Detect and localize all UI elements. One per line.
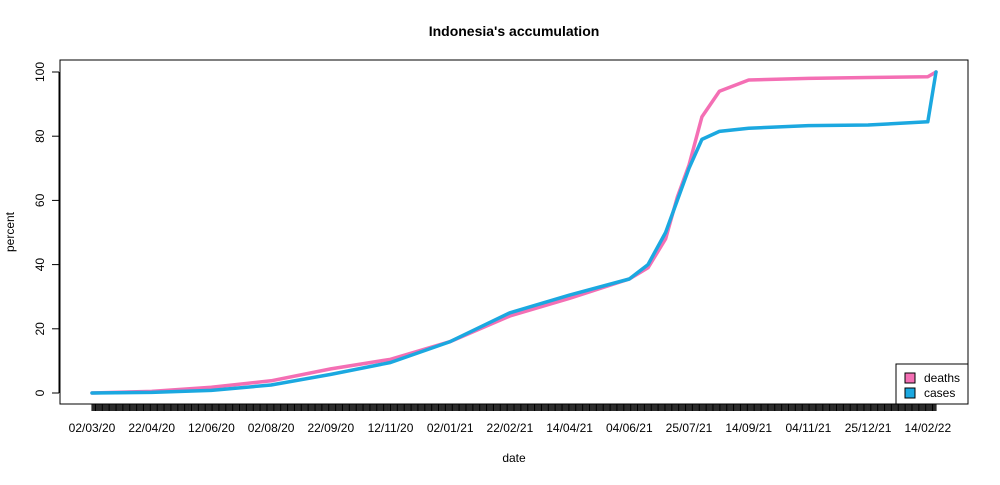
x-tick-label: 12/11/20 xyxy=(368,421,414,435)
y-tick-label: 60 xyxy=(33,193,47,207)
y-tick-label: 0 xyxy=(33,389,47,396)
legend-label-cases: cases xyxy=(924,386,955,400)
x-axis-ticks: 02/03/20 22/04/20 12/06/20 02/08/20 22/09/20… xyxy=(69,403,951,435)
x-tick-label: 02/01/21 xyxy=(427,421,474,435)
chart-title: Indonesia's accumulation xyxy=(429,23,600,39)
series-line-cases xyxy=(90,70,938,395)
legend-label-deaths: deaths xyxy=(924,371,960,385)
x-tick-label: 14/02/22 xyxy=(904,421,951,435)
x-tick-label: 14/09/21 xyxy=(725,421,772,435)
plot-frame xyxy=(59,59,969,405)
x-tick-label: 04/06/21 xyxy=(606,421,653,435)
x-tick-label: 22/02/21 xyxy=(487,421,534,435)
y-tick-label: 100 xyxy=(33,62,47,82)
x-tick-label: 22/04/20 xyxy=(128,421,175,435)
y-tick-label: 40 xyxy=(33,258,47,272)
x-tick-label: 02/03/20 xyxy=(69,421,116,435)
y-axis-ticks: 0 20 40 60 80 100 xyxy=(33,62,59,396)
series-layer xyxy=(90,70,938,395)
x-tick-label: 14/04/21 xyxy=(546,421,593,435)
x-tick-label: 22/09/20 xyxy=(307,421,354,435)
x-tick-label: 04/11/21 xyxy=(785,421,831,435)
x-tick-label: 02/08/20 xyxy=(248,421,295,435)
x-tick-label: 25/07/21 xyxy=(666,421,713,435)
legend-swatch-cases xyxy=(904,387,916,399)
x-tick-label: 25/12/21 xyxy=(845,421,892,435)
series-line-deaths xyxy=(90,70,938,395)
x-axis-label: date xyxy=(502,451,526,465)
x-tick-label: 12/06/20 xyxy=(188,421,235,435)
y-tick-label: 20 xyxy=(33,322,47,336)
x-axis xyxy=(91,403,937,411)
legend-swatch-deaths xyxy=(904,372,916,384)
y-axis-label: percent xyxy=(3,211,17,252)
y-tick-label: 80 xyxy=(33,129,47,143)
